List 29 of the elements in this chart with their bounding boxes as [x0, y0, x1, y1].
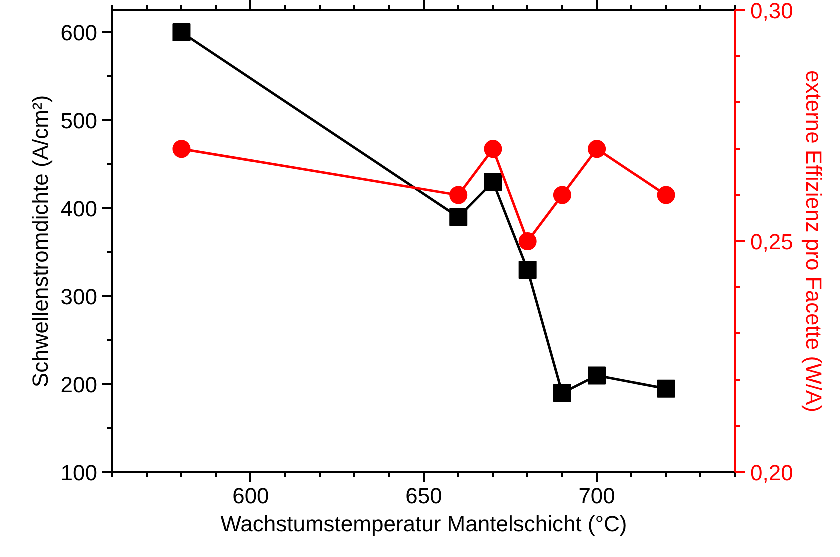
point [450, 208, 468, 226]
point [588, 140, 606, 158]
point [588, 366, 606, 385]
point [172, 140, 191, 158]
y2-tick-label: 0,20 [750, 460, 794, 486]
y-tick-label: 600 [60, 20, 98, 46]
point [450, 186, 468, 204]
y-axis-title: Schwellenstromdichte (A/cm²) [28, 95, 53, 388]
y-tick-label: 400 [60, 196, 98, 222]
y2-axis-title: externe Effizienz pro Facette (W/A) [801, 70, 826, 412]
y2-tick-label: 0,30 [750, 0, 794, 24]
x-tick-label: 650 [406, 484, 442, 508]
y-tick-label: 100 [60, 460, 98, 486]
point [518, 261, 537, 280]
y-tick-label: 500 [60, 108, 98, 134]
y2-tick-label: 0,25 [750, 230, 794, 254]
point [657, 380, 676, 398]
point [484, 173, 502, 192]
point [172, 24, 191, 42]
point [518, 232, 537, 250]
point [484, 140, 502, 158]
y-tick-label: 300 [60, 284, 98, 310]
y-tick-label: 200 [60, 372, 98, 398]
point [553, 384, 572, 402]
point [553, 186, 572, 204]
point [657, 186, 676, 204]
x-axis-title: Wachstumstemperatur Mantelschicht (°C) [220, 512, 628, 536]
x-tick-label: 700 [578, 484, 616, 508]
x-tick-label: 600 [232, 484, 270, 508]
